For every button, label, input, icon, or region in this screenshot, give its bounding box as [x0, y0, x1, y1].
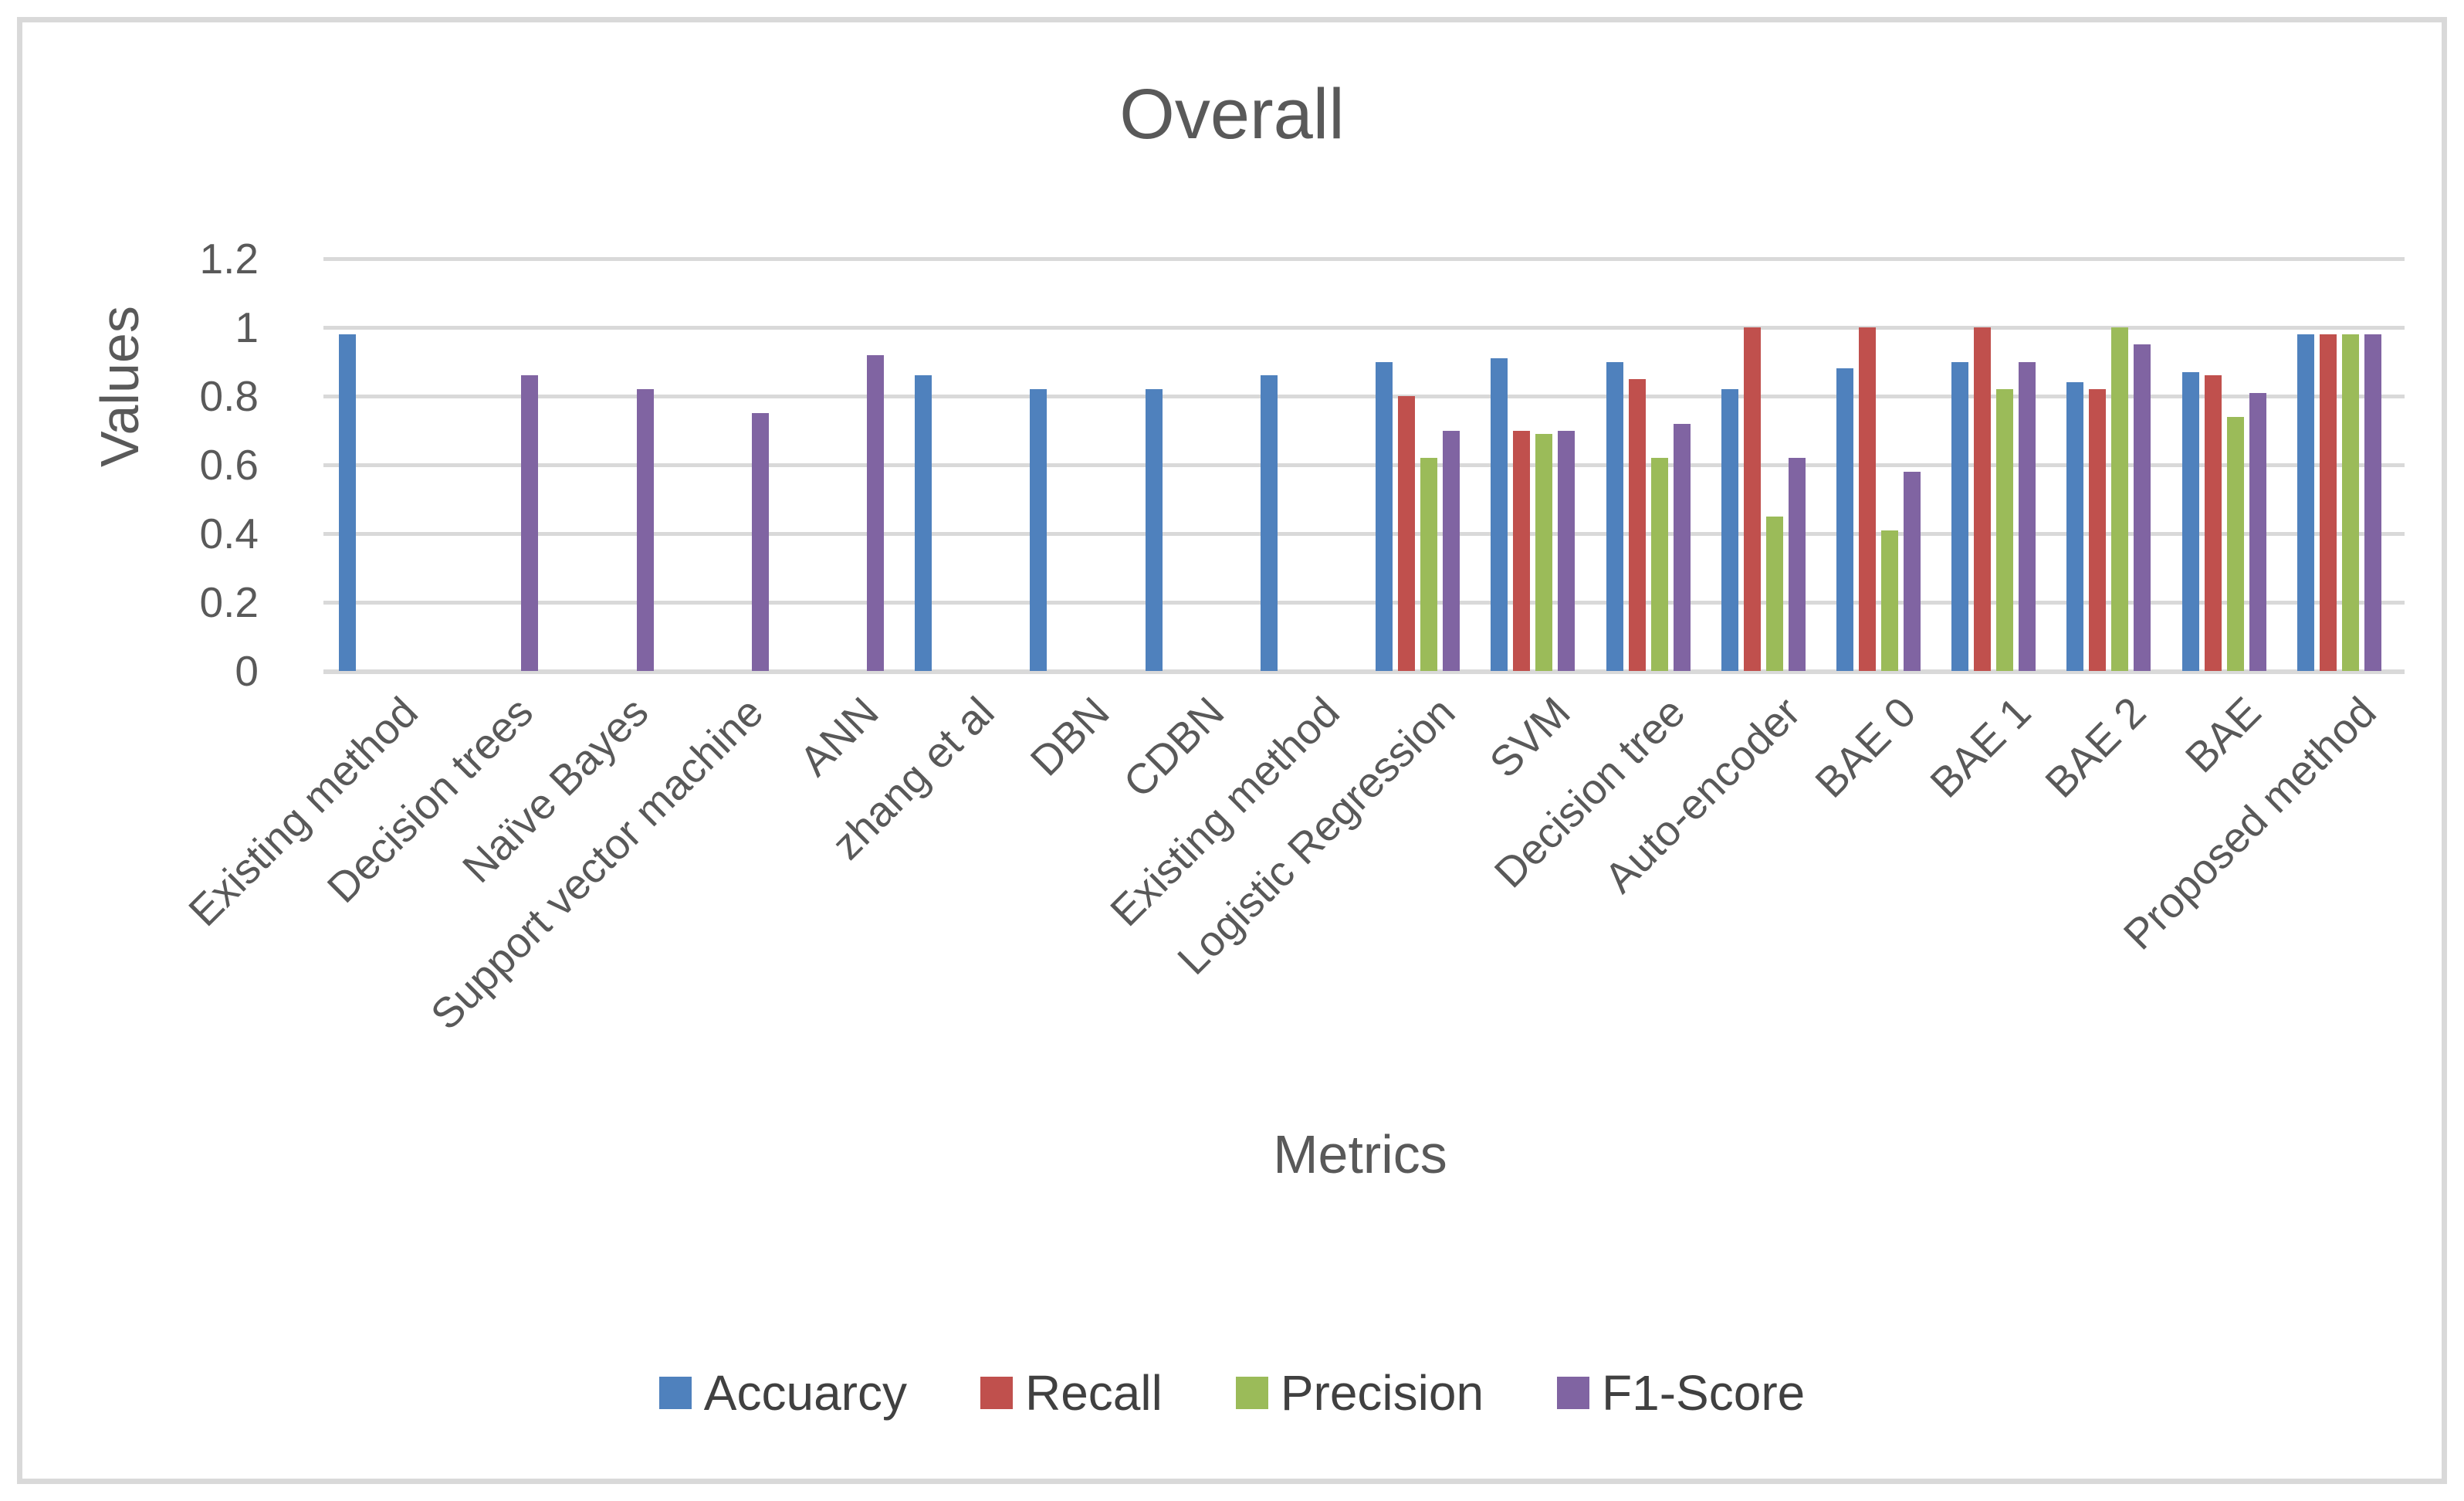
y-tick-label: 0.4: [199, 510, 259, 557]
bar-accuarcy: [1836, 368, 1853, 671]
bar-accuarcy: [1030, 389, 1048, 671]
x-category-label: BAE 2: [2036, 687, 2155, 807]
bar-recall: [2204, 375, 2222, 671]
gridline: [323, 532, 2405, 536]
legend-swatch-icon: [1235, 1377, 1268, 1409]
bar-f1-score: [1558, 430, 1576, 671]
gridline: [323, 463, 2405, 467]
bar-precision: [2226, 416, 2244, 671]
y-tick-label: 0: [235, 647, 259, 695]
bar-f1-score: [2364, 334, 2381, 671]
chart-border: [17, 17, 2447, 1484]
legend-swatch-icon: [1557, 1377, 1590, 1409]
bar-accuarcy: [339, 334, 357, 671]
legend-entry: Precision: [1235, 1365, 1484, 1421]
x-category-label: DBN: [1020, 687, 1119, 785]
bar-f1-score: [2249, 392, 2266, 671]
bar-accuarcy: [2066, 382, 2084, 671]
y-tick-label: 1: [235, 303, 259, 351]
bar-recall: [1398, 396, 1416, 671]
bar-accuarcy: [2181, 371, 2199, 671]
bar-accuarcy: [2296, 334, 2314, 671]
y-tick-label: 0.8: [199, 372, 259, 420]
bar-precision: [1535, 433, 1553, 671]
legend-entry: Recall: [980, 1368, 1163, 1418]
bar-f1-score: [1788, 458, 1806, 671]
legend-swatch-icon: [980, 1377, 1013, 1409]
bar-f1-score: [867, 354, 884, 671]
legend-label: Accuarcy: [703, 1365, 907, 1421]
bar-precision: [1996, 389, 2014, 671]
bar-accuarcy: [1721, 389, 1738, 671]
bar-f1-score: [1443, 430, 1460, 671]
bar-f1-score: [2019, 361, 2036, 671]
x-category-label: SVM: [1480, 687, 1579, 787]
legend-swatch-icon: [658, 1377, 692, 1409]
legend-label: Recall: [1024, 1365, 1163, 1421]
gridline: [323, 601, 2405, 605]
x-category-label: ANN: [790, 687, 888, 785]
gridline: [323, 326, 2405, 330]
bar-f1-score: [1904, 471, 1921, 671]
bar-precision: [2341, 334, 2359, 671]
legend-label: Precision: [1280, 1365, 1484, 1421]
bar-recall: [1628, 378, 1646, 671]
bar-accuarcy: [915, 375, 932, 671]
bar-f1-score: [636, 389, 654, 671]
y-tick-label: 1.2: [199, 235, 259, 283]
x-category-label: BAE 1: [1921, 687, 2040, 807]
gridline: [323, 257, 2405, 261]
bar-precision: [1420, 458, 1438, 671]
x-category-label: BAE: [2176, 687, 2270, 782]
y-tick-label: 0.2: [199, 578, 259, 626]
bar-f1-score: [521, 375, 539, 671]
bar-f1-score: [1673, 423, 1691, 671]
bar-recall: [1859, 327, 1876, 671]
bar-f1-score: [751, 413, 769, 671]
bar-recall: [2089, 389, 2107, 671]
bar-accuarcy: [1145, 389, 1163, 671]
bar-f1-score: [2134, 344, 2151, 671]
legend: Accuarcy Recall Precision F1-Score: [0, 1368, 2464, 1418]
bar-accuarcy: [1491, 358, 1508, 671]
legend-entry: F1-Score: [1557, 1368, 1805, 1418]
bar-precision: [2111, 327, 2129, 671]
bar-accuarcy: [1376, 361, 1393, 671]
y-tick-label: 0.6: [199, 441, 259, 489]
x-axis-title: Metrics: [1273, 1124, 1447, 1184]
x-category-label: BAE 0: [1805, 687, 1925, 807]
y-axis-title: Values: [90, 306, 150, 467]
legend-entry: Accuarcy: [658, 1365, 907, 1421]
bar-recall: [2319, 334, 2337, 671]
bar-recall: [1743, 327, 1761, 671]
bar-recall: [1513, 430, 1531, 671]
bar-recall: [1974, 327, 1992, 671]
bar-precision: [1650, 458, 1668, 671]
bar-accuarcy: [1606, 361, 1623, 671]
bar-precision: [1765, 516, 1783, 671]
bar-accuarcy: [1260, 375, 1278, 671]
chart-title: Overall: [1119, 75, 1345, 154]
x-axis-line: [323, 669, 2405, 674]
bar-precision: [1881, 530, 1898, 671]
gridline: [323, 395, 2405, 398]
legend-label: F1-Score: [1602, 1365, 1806, 1421]
bar-accuarcy: [1951, 361, 1969, 671]
